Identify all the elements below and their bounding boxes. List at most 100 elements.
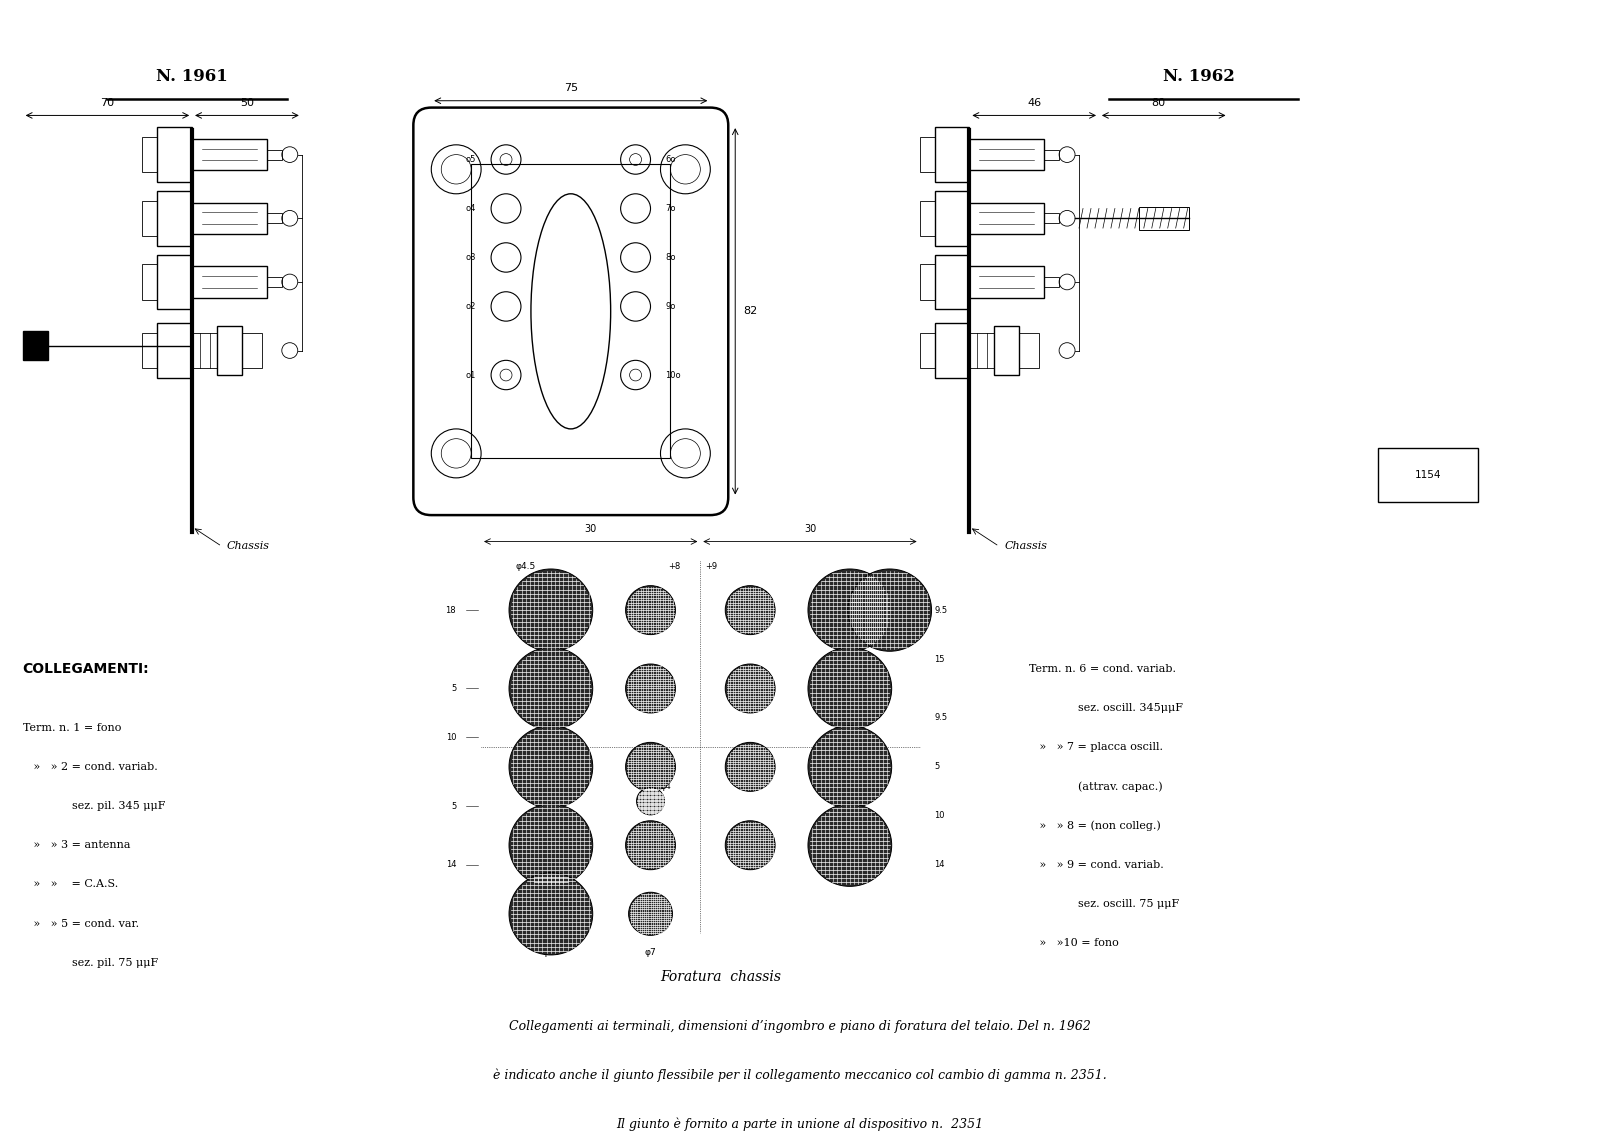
- Text: 14: 14: [934, 861, 946, 870]
- Bar: [934, 323, 970, 378]
- Circle shape: [848, 569, 931, 651]
- Text: N. 1961: N. 1961: [157, 68, 227, 85]
- Text: »   » 2 = cond. variab.: » » 2 = cond. variab.: [22, 762, 157, 771]
- Text: 10: 10: [934, 811, 946, 820]
- Bar: [142, 333, 157, 369]
- Bar: [470, 164, 670, 458]
- Bar: [934, 191, 970, 245]
- Text: »   »    = C.A.S.: » » = C.A.S.: [22, 880, 118, 889]
- Text: sez. oscill. 345μμF: sez. oscill. 345μμF: [1029, 703, 1184, 713]
- Text: 18: 18: [445, 605, 456, 614]
- Circle shape: [725, 742, 774, 792]
- Bar: [1378, 449, 1478, 502]
- Text: Foratura  chassis: Foratura chassis: [659, 970, 781, 984]
- Text: φ7: φ7: [645, 949, 656, 958]
- Bar: [157, 254, 192, 310]
- Bar: [920, 137, 934, 172]
- Bar: [142, 137, 157, 172]
- Circle shape: [509, 647, 592, 729]
- Text: 46: 46: [1027, 97, 1042, 107]
- Text: φ10: φ10: [904, 590, 922, 599]
- Circle shape: [725, 664, 774, 713]
- Text: 7o: 7o: [666, 204, 675, 213]
- Text: è indicato anche il giunto flessibile per il collegamento meccanico col cambio d: è indicato anche il giunto flessibile pe…: [493, 1069, 1107, 1082]
- Text: Term. n. 6 = cond. variab.: Term. n. 6 = cond. variab.: [1029, 664, 1176, 674]
- Bar: [267, 277, 282, 287]
- Text: »   » 3 = antenna: » » 3 = antenna: [22, 840, 130, 851]
- Text: Il giunto è fornito a parte in unione al dispositivo n.  2351: Il giunto è fornito a parte in unione al…: [616, 1117, 984, 1131]
- Bar: [934, 254, 970, 310]
- Text: 9.5: 9.5: [934, 714, 947, 723]
- Text: 8o: 8o: [666, 253, 675, 262]
- Text: »   » 9 = cond. variab.: » » 9 = cond. variab.: [1029, 860, 1163, 870]
- Text: Chassis: Chassis: [227, 542, 270, 552]
- Bar: [970, 202, 1045, 234]
- Text: 14: 14: [446, 861, 456, 870]
- Text: 10o: 10o: [666, 371, 682, 380]
- Text: 15: 15: [934, 655, 946, 664]
- Text: 9o: 9o: [666, 302, 675, 311]
- Bar: [157, 191, 192, 245]
- Bar: [1139, 207, 1189, 230]
- Text: o3: o3: [466, 253, 477, 262]
- Circle shape: [629, 892, 672, 935]
- Bar: [22, 331, 48, 361]
- Text: φ4: φ4: [661, 782, 672, 791]
- Circle shape: [626, 664, 675, 713]
- Bar: [920, 265, 934, 300]
- Circle shape: [725, 821, 774, 870]
- Bar: [920, 200, 934, 236]
- Circle shape: [808, 647, 891, 729]
- Bar: [934, 127, 970, 182]
- Text: »   » 7 = placca oscill.: » » 7 = placca oscill.: [1029, 742, 1163, 752]
- Bar: [1019, 333, 1038, 369]
- Text: »   » 5 = cond. var.: » » 5 = cond. var.: [22, 918, 139, 929]
- Circle shape: [509, 569, 592, 651]
- Text: COLLEGAMENTI:: COLLEGAMENTI:: [22, 662, 149, 676]
- Text: 10: 10: [446, 733, 456, 742]
- Text: 80: 80: [1152, 97, 1166, 107]
- Text: 50: 50: [240, 97, 254, 107]
- Text: 1154: 1154: [1414, 470, 1442, 480]
- Bar: [994, 326, 1019, 375]
- Bar: [1045, 277, 1059, 287]
- Text: 5: 5: [934, 762, 939, 771]
- Text: 75: 75: [563, 83, 578, 93]
- Text: 82: 82: [742, 307, 757, 317]
- Bar: [1045, 149, 1059, 159]
- Text: 5: 5: [451, 684, 456, 693]
- Text: φ10: φ10: [542, 949, 560, 958]
- Circle shape: [509, 804, 592, 887]
- Text: »   »10 = fono: » »10 = fono: [1029, 939, 1118, 948]
- Text: 30: 30: [803, 524, 816, 534]
- Text: 70: 70: [101, 97, 115, 107]
- Bar: [142, 200, 157, 236]
- Text: o5: o5: [466, 155, 477, 164]
- Bar: [242, 333, 262, 369]
- Circle shape: [808, 804, 891, 887]
- Circle shape: [509, 726, 592, 808]
- Bar: [1045, 214, 1059, 223]
- Bar: [218, 326, 242, 375]
- Circle shape: [626, 821, 675, 870]
- Text: +9: +9: [706, 561, 717, 570]
- Text: Term. n. 1 = fono: Term. n. 1 = fono: [22, 723, 122, 733]
- Text: +8: +8: [669, 561, 680, 570]
- Circle shape: [626, 586, 675, 634]
- Bar: [267, 149, 282, 159]
- Bar: [970, 266, 1045, 297]
- Text: (attrav. capac.): (attrav. capac.): [1029, 782, 1163, 792]
- Circle shape: [808, 569, 891, 651]
- Text: »   » 8 = (non colleg.): » » 8 = (non colleg.): [1029, 820, 1162, 831]
- Bar: [192, 202, 267, 234]
- Bar: [192, 333, 218, 369]
- Text: 30: 30: [584, 524, 597, 534]
- Bar: [970, 333, 994, 369]
- Bar: [970, 139, 1045, 171]
- Text: o2: o2: [466, 302, 477, 311]
- Bar: [157, 323, 192, 378]
- Circle shape: [637, 787, 664, 814]
- Circle shape: [725, 586, 774, 634]
- Bar: [142, 265, 157, 300]
- Text: 5: 5: [451, 802, 456, 811]
